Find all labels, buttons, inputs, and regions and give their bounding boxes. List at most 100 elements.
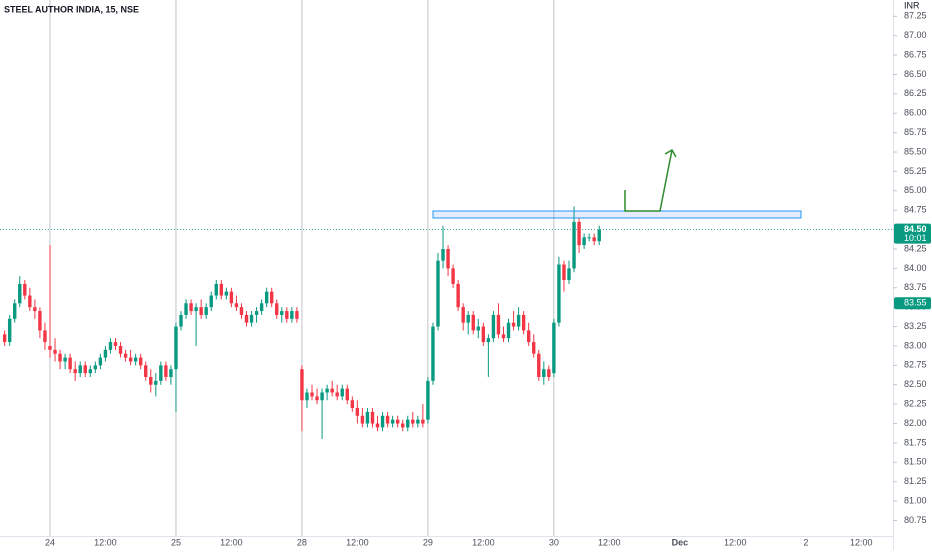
candle-body xyxy=(98,357,103,366)
x-tick-label: 12:00 xyxy=(598,537,621,547)
x-tick-label: 12:00 xyxy=(220,537,243,547)
candle-body xyxy=(68,357,72,370)
x-tick-label: 12:00 xyxy=(472,537,495,547)
candle-body xyxy=(401,423,405,428)
candle-body xyxy=(345,388,349,401)
candle-body xyxy=(18,283,22,304)
candle-body xyxy=(144,365,148,377)
candle-body xyxy=(572,221,576,269)
x-tick-label: 29 xyxy=(423,537,433,547)
x-tick-label: 30 xyxy=(549,537,559,547)
candle-body xyxy=(300,369,304,401)
candle-body xyxy=(532,342,536,354)
candle-body xyxy=(335,392,339,397)
candle-body xyxy=(194,307,198,312)
candle-body xyxy=(406,419,410,428)
candle-body xyxy=(491,314,496,339)
candle-body xyxy=(592,237,596,242)
candle-body xyxy=(385,415,390,424)
candle-body xyxy=(169,369,173,377)
candle-body xyxy=(471,314,475,331)
last-price-box xyxy=(894,223,931,244)
y-tick-label: 81.50 xyxy=(904,457,927,467)
candle-body xyxy=(234,303,239,308)
candle-body xyxy=(451,268,455,284)
candle-body xyxy=(174,326,178,370)
y-tick-label: 85.75 xyxy=(904,127,927,137)
x-tick-label: 28 xyxy=(297,537,307,547)
candle-body xyxy=(542,369,546,377)
candle-body xyxy=(295,311,299,319)
y-tick-label: 82.25 xyxy=(904,399,927,409)
y-tick-label: 84.25 xyxy=(904,243,927,253)
candle-body xyxy=(506,322,511,339)
x-tick-label: 12:00 xyxy=(94,537,117,547)
y-tick-label: 85.25 xyxy=(904,166,927,176)
x-tick-label: 12:00 xyxy=(850,537,873,547)
candle-body xyxy=(577,221,581,246)
candle-body xyxy=(476,326,480,331)
candle-body xyxy=(325,388,329,393)
candle-body xyxy=(426,380,430,420)
candle-body xyxy=(411,419,415,424)
candle-body xyxy=(305,392,309,401)
candle-body xyxy=(83,365,87,374)
candle-body xyxy=(108,342,113,350)
candle-body xyxy=(149,376,153,385)
candle-body xyxy=(63,357,67,362)
candle-body xyxy=(244,314,249,323)
candle-body xyxy=(229,291,234,304)
y-tick-label: 86.25 xyxy=(904,88,927,98)
candle-body xyxy=(138,357,143,366)
candle-body xyxy=(259,303,264,312)
candle-body xyxy=(567,268,571,281)
candle-body xyxy=(73,369,77,374)
candle-body xyxy=(315,396,319,401)
candle-body xyxy=(431,326,435,381)
candle-body xyxy=(380,415,385,428)
candle-body xyxy=(521,314,526,331)
candle-body xyxy=(446,248,450,269)
candle-body xyxy=(466,314,470,323)
candle-body xyxy=(28,295,32,308)
currency-label: INR xyxy=(904,0,920,10)
y-tick-label: 86.75 xyxy=(904,49,927,59)
candle-body xyxy=(481,326,486,343)
candle-body xyxy=(204,307,208,315)
candle-body xyxy=(133,357,138,362)
projection-arrow xyxy=(624,149,673,212)
candle-body xyxy=(587,237,591,239)
candle-body xyxy=(179,314,183,327)
candle-body xyxy=(597,229,601,242)
chart-title: STEEL AUTHOR INDIA, 15, NSE xyxy=(4,4,139,14)
candle-body xyxy=(154,380,158,385)
candle-body xyxy=(264,291,269,304)
y-tick-label: 82.75 xyxy=(904,360,927,370)
candle-body xyxy=(280,311,284,315)
y-tick-label: 84.75 xyxy=(904,205,927,215)
y-tick-label: 81.75 xyxy=(904,437,927,447)
candle-body xyxy=(285,311,289,319)
y-tick-label: 84.00 xyxy=(904,263,927,273)
y-tick-label: 83.00 xyxy=(904,340,927,350)
candle-body xyxy=(118,345,123,354)
candle-body xyxy=(421,419,425,424)
candle-body xyxy=(184,303,188,315)
candle-body xyxy=(390,419,395,424)
y-tick-label: 81.00 xyxy=(904,495,927,505)
candle-body xyxy=(350,400,355,409)
candle-body xyxy=(290,311,294,319)
y-tick-label: 82.00 xyxy=(904,418,927,428)
candle-body xyxy=(214,283,218,296)
candle-body xyxy=(461,307,465,323)
candle-body xyxy=(320,392,324,401)
candle-body xyxy=(370,411,375,424)
candle-body xyxy=(416,419,420,424)
candle-body xyxy=(103,349,108,358)
candle-body xyxy=(219,283,224,296)
y-tick-label: 82.50 xyxy=(904,379,927,389)
grid xyxy=(0,0,893,536)
y-tick-label: 87.00 xyxy=(904,30,927,40)
